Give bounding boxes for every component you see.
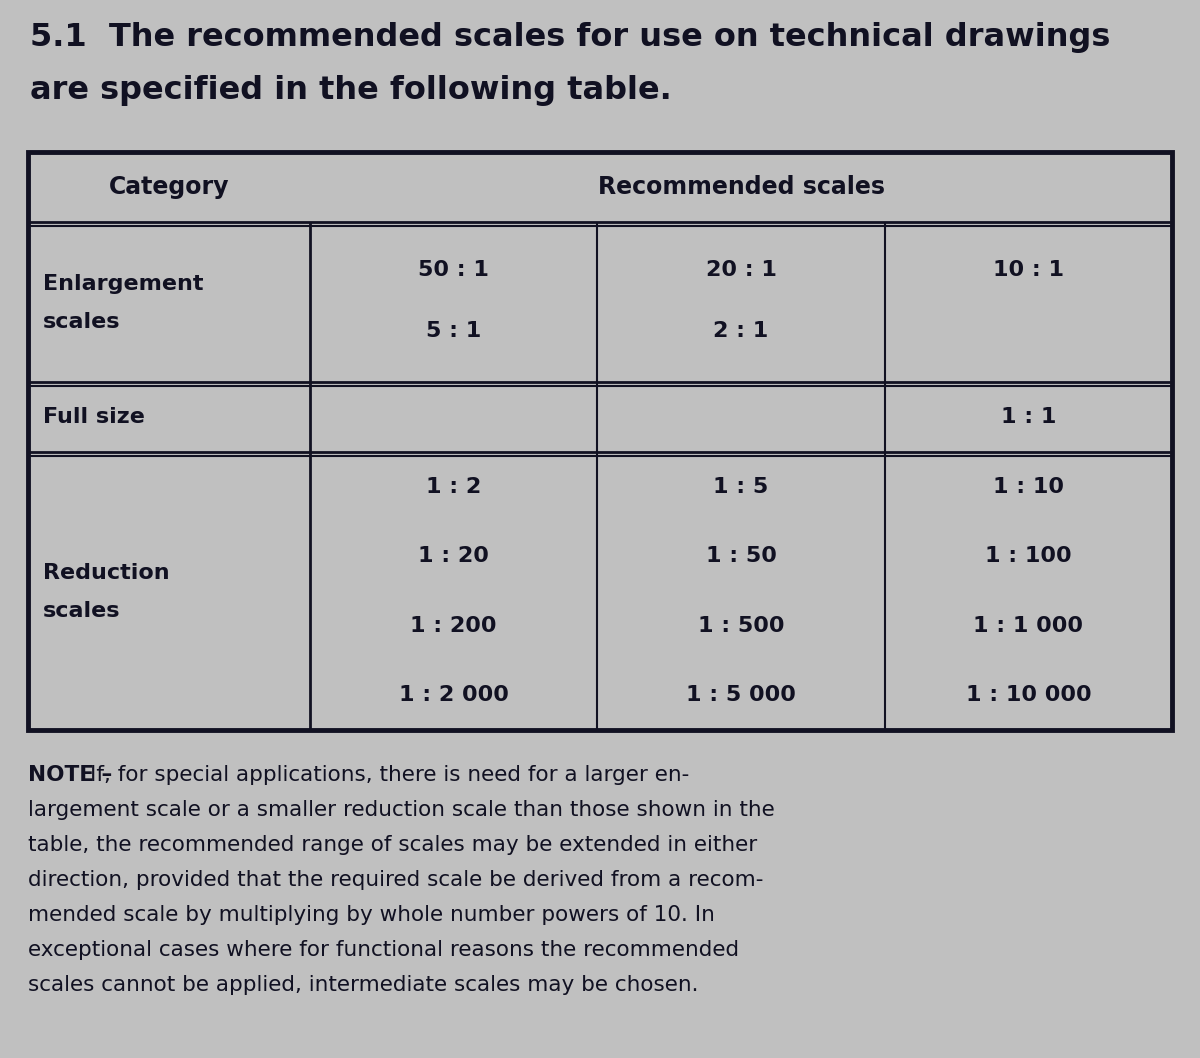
Text: 50 : 1: 50 : 1 xyxy=(419,260,490,280)
Text: exceptional cases where for functional reasons the recommended: exceptional cases where for functional r… xyxy=(28,940,739,960)
Text: are specified in the following table.: are specified in the following table. xyxy=(30,75,672,106)
Text: 5.1  The recommended scales for use on technical drawings: 5.1 The recommended scales for use on te… xyxy=(30,22,1110,53)
Text: 1 : 2: 1 : 2 xyxy=(426,477,481,497)
Text: 1 : 500: 1 : 500 xyxy=(697,616,785,636)
Text: 2 : 1: 2 : 1 xyxy=(713,321,769,341)
Text: 1 : 50: 1 : 50 xyxy=(706,546,776,566)
Text: 1 : 5 000: 1 : 5 000 xyxy=(686,686,796,706)
Text: Recommended scales: Recommended scales xyxy=(598,175,884,199)
Text: 1 : 2 000: 1 : 2 000 xyxy=(398,686,509,706)
Text: 1 : 200: 1 : 200 xyxy=(410,616,497,636)
Text: 1 : 1: 1 : 1 xyxy=(1001,407,1056,427)
Text: If, for special applications, there is need for a larger en-: If, for special applications, there is n… xyxy=(90,765,689,785)
Text: Category: Category xyxy=(109,175,229,199)
Text: 10 : 1: 10 : 1 xyxy=(992,260,1064,280)
Text: mended scale by multiplying by whole number powers of 10. In: mended scale by multiplying by whole num… xyxy=(28,905,715,925)
Text: Enlargement: Enlargement xyxy=(43,274,204,294)
Text: 1 : 10: 1 : 10 xyxy=(992,477,1064,497)
Text: 1 : 10 000: 1 : 10 000 xyxy=(966,686,1091,706)
Text: scales: scales xyxy=(43,601,120,621)
Text: largement scale or a smaller reduction scale than those shown in the: largement scale or a smaller reduction s… xyxy=(28,800,775,820)
Text: Full size: Full size xyxy=(43,407,145,427)
Text: scales: scales xyxy=(43,312,120,332)
Text: table, the recommended range of scales may be extended in either: table, the recommended range of scales m… xyxy=(28,835,757,855)
Text: scales cannot be applied, intermediate scales may be chosen.: scales cannot be applied, intermediate s… xyxy=(28,975,698,995)
Text: 1 : 1 000: 1 : 1 000 xyxy=(973,616,1084,636)
Text: NOTE –: NOTE – xyxy=(28,765,120,785)
Text: 5 : 1: 5 : 1 xyxy=(426,321,481,341)
Text: 1 : 5: 1 : 5 xyxy=(713,477,769,497)
Text: 1 : 20: 1 : 20 xyxy=(419,546,490,566)
Text: 20 : 1: 20 : 1 xyxy=(706,260,776,280)
Text: Reduction: Reduction xyxy=(43,563,169,583)
Text: direction, provided that the required scale be derived from a recom-: direction, provided that the required sc… xyxy=(28,870,763,890)
Text: 1 : 100: 1 : 100 xyxy=(985,546,1072,566)
Bar xyxy=(28,152,1172,730)
